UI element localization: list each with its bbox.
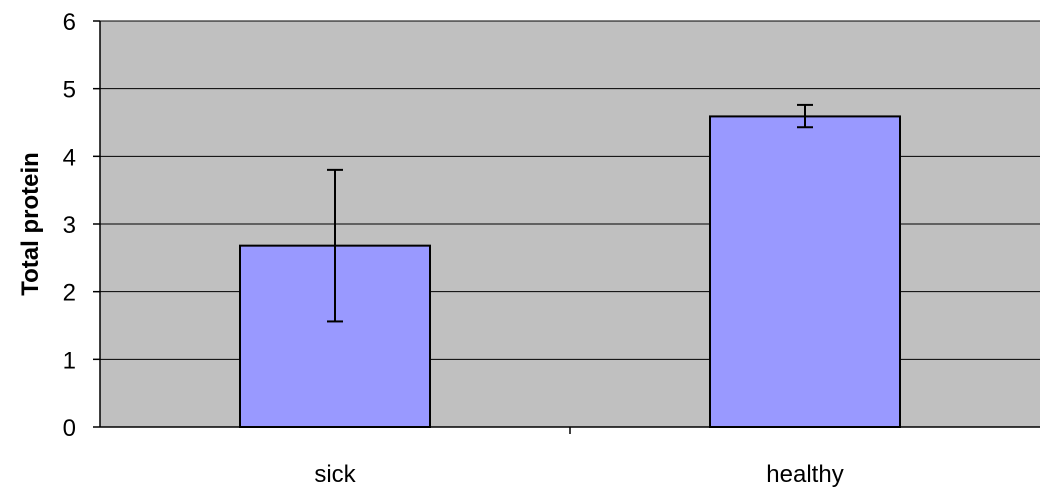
- y-tick-label: 1: [63, 347, 76, 374]
- y-tick-label: 3: [63, 212, 76, 239]
- y-ticks: 0 1 2 3 4 5 6: [63, 9, 100, 442]
- error-bars: [327, 103, 813, 323]
- x-category-label: sick: [314, 461, 356, 488]
- y-tick-label: 2: [63, 280, 76, 307]
- x-ticks: sick healthy: [314, 427, 844, 488]
- y-tick-label: 4: [63, 144, 76, 171]
- y-tick-label: 0: [63, 415, 76, 442]
- x-category-label: healthy: [766, 461, 843, 488]
- y-tick-label: 6: [63, 9, 76, 36]
- bar-healthy: [709, 115, 901, 428]
- y-tick-label: 5: [63, 77, 76, 104]
- y-axis-title: Total protein: [17, 152, 44, 296]
